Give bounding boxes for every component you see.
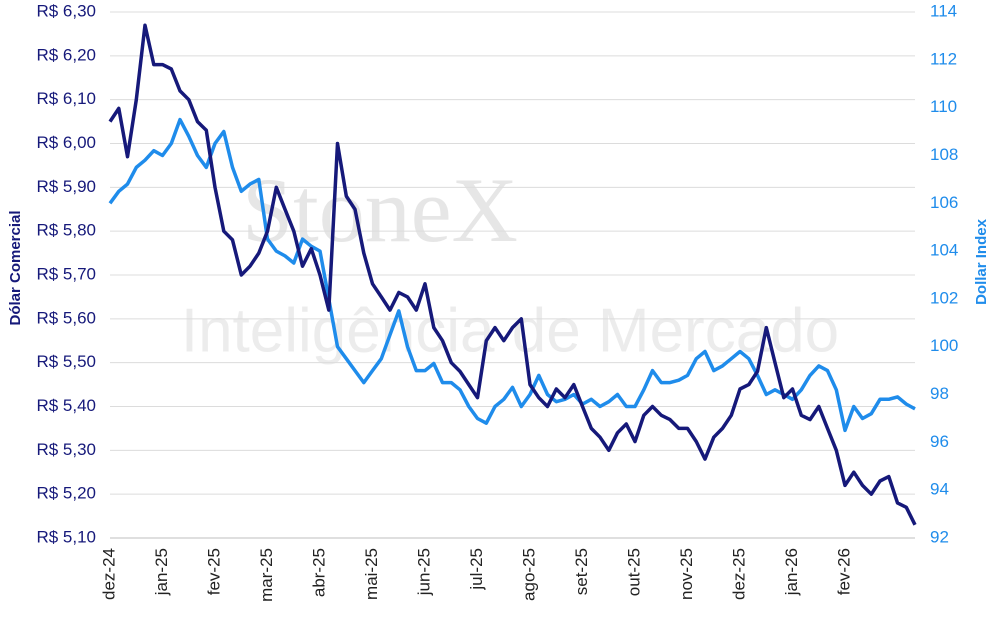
x-tick-label: out-25 <box>624 548 643 596</box>
y2-tick-label: 114 <box>930 1 957 20</box>
y-tick-label: R$ 5,30 <box>36 440 96 459</box>
x-tick-label: mar-25 <box>257 548 276 602</box>
x-tick-label: fev-26 <box>834 548 853 595</box>
y2-axis-title: Dollar Index <box>973 218 990 305</box>
y2-tick-label: 100 <box>930 336 958 355</box>
y2-tick-label: 96 <box>930 432 949 451</box>
watermark: StoneX <box>242 159 518 261</box>
y2-tick-label: 98 <box>930 384 949 403</box>
y-tick-label: R$ 6,20 <box>36 45 96 64</box>
data-line <box>108 23 917 526</box>
x-tick-label: jan-26 <box>782 548 801 596</box>
y2-tick-label: 94 <box>930 480 949 499</box>
x-tick-label: ago-25 <box>519 548 538 601</box>
x-tick-label: dez-25 <box>729 548 748 600</box>
x-tick-label: jul-25 <box>467 548 486 591</box>
y2-tick-label: 112 <box>930 49 957 68</box>
y-tick-label: R$ 5,90 <box>36 177 96 196</box>
y-axis-title: Dólar Comercial <box>7 210 24 325</box>
x-tick-label: fev-25 <box>204 548 223 595</box>
x-tick-label: jun-25 <box>414 548 433 596</box>
x-tick-label: jan-25 <box>152 548 171 596</box>
x-tick-label: nov-25 <box>677 548 696 600</box>
y2-tick-label: 92 <box>930 527 949 546</box>
y-tick-label: R$ 6,00 <box>36 133 96 152</box>
y-tick-label: R$ 5,50 <box>36 352 96 371</box>
x-tick-label: abr-25 <box>309 548 328 597</box>
y-tick-label: R$ 5,10 <box>36 527 96 546</box>
y-tick-label: R$ 5,20 <box>36 484 96 503</box>
x-tick-label: set-25 <box>572 548 591 595</box>
x-tick-label: mai-25 <box>362 548 381 600</box>
y2-tick-label: 102 <box>930 288 958 307</box>
y-tick-label: R$ 6,30 <box>36 1 96 20</box>
y2-tick-label: 106 <box>930 193 958 212</box>
y-tick-label: R$ 5,80 <box>36 221 96 240</box>
y-tick-label: R$ 6,10 <box>36 89 96 108</box>
y-tick-label: R$ 5,40 <box>36 396 96 415</box>
y-tick-label: R$ 5,60 <box>36 308 96 327</box>
x-tick-label: dez-24 <box>99 548 118 600</box>
y2-tick-label: 110 <box>930 97 957 116</box>
y2-tick-label: 104 <box>930 241 958 260</box>
y2-tick-label: 108 <box>930 145 958 164</box>
y-tick-label: R$ 5,70 <box>36 264 96 283</box>
